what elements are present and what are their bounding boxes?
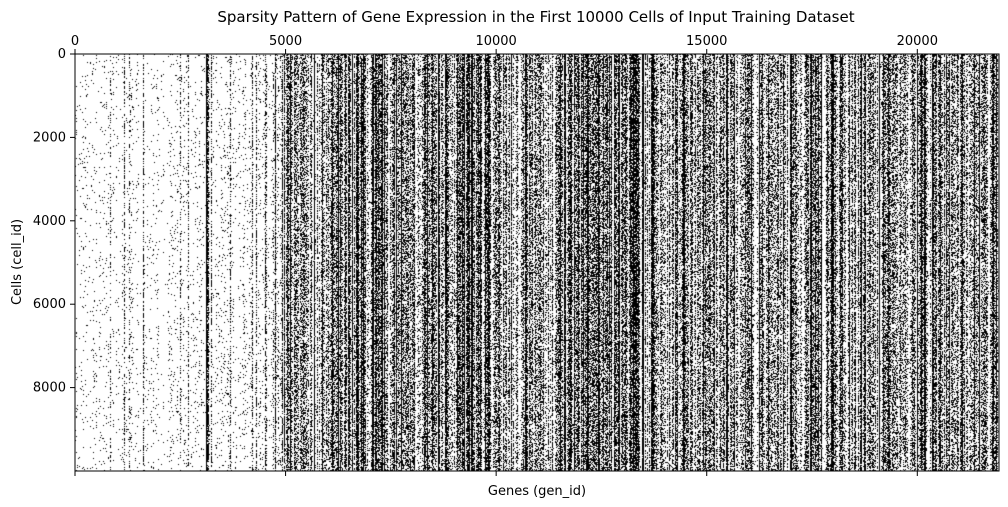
x-tick-label: 20000 bbox=[897, 34, 938, 49]
plot-frame bbox=[74, 53, 1000, 472]
x-tick-label: 10000 bbox=[475, 34, 516, 49]
x-tick-label: 15000 bbox=[686, 34, 727, 49]
x-tick-label: 0 bbox=[71, 34, 79, 49]
sparsity-raster bbox=[75, 54, 999, 471]
y-axis-label: Cells (cell_id) bbox=[10, 219, 25, 305]
chart-title: Sparsity Pattern of Gene Expression in t… bbox=[217, 8, 854, 26]
y-axis: 0 2000 4000 6000 8000 bbox=[33, 47, 75, 396]
x-axis-top: 0 5000 10000 15000 20000 bbox=[71, 34, 938, 54]
x-axis-bottom bbox=[74, 471, 918, 476]
y-tick-label: 2000 bbox=[33, 130, 66, 145]
x-tick-label: 5000 bbox=[269, 34, 302, 49]
sparsity-raster-container bbox=[75, 54, 999, 471]
x-axis-label: Genes (gen_id) bbox=[488, 484, 586, 499]
y-tick-label: 8000 bbox=[33, 381, 66, 396]
y-tick-label: 0 bbox=[58, 47, 66, 62]
y-tick-label: 6000 bbox=[33, 297, 66, 312]
y-tick-label: 4000 bbox=[33, 214, 66, 229]
